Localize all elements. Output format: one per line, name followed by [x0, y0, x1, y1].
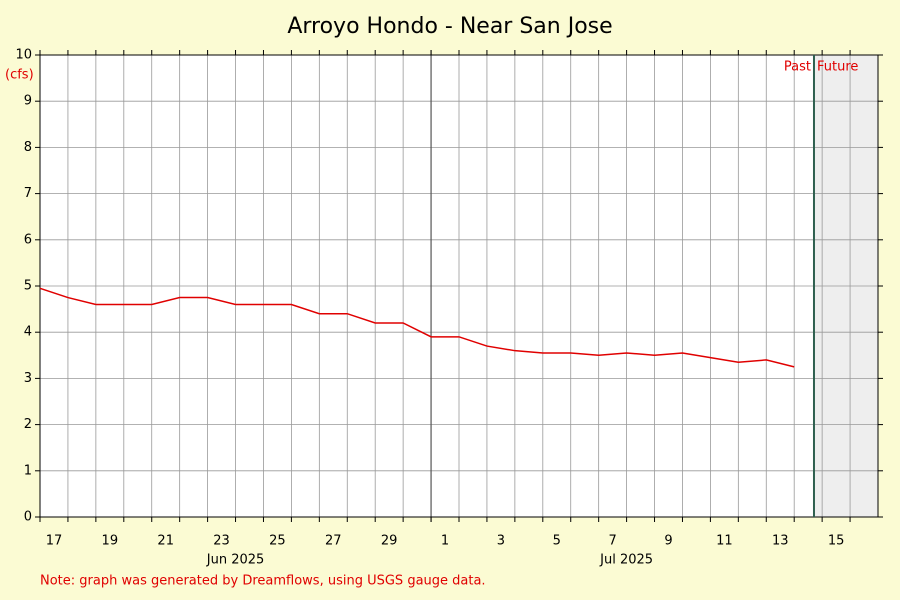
- data-line: [39, 287, 795, 368]
- x-tick-label: 17: [46, 534, 63, 549]
- y-tick-label: 9: [24, 94, 32, 109]
- x-tick-label: 3: [497, 534, 505, 549]
- note: Note: graph was generated by Dreamflows,…: [40, 574, 486, 589]
- y-tick-label: 7: [24, 186, 32, 201]
- x-tick-label: 11: [716, 534, 733, 549]
- x-tick-label: 5: [553, 534, 561, 549]
- month-label: Jul 2025: [599, 553, 653, 568]
- x-tick-label: 25: [269, 534, 286, 549]
- future-label: Future: [817, 60, 858, 75]
- past-label: Past: [784, 60, 811, 75]
- x-tick-label: 23: [213, 534, 230, 549]
- y-tick-label: 0: [24, 510, 32, 525]
- x-tick-label: 9: [664, 534, 672, 549]
- y-tick-label: 10: [15, 48, 32, 63]
- y-tick-label: 2: [24, 417, 32, 432]
- plot-border: [39, 54, 879, 518]
- x-tick-label: 27: [325, 534, 342, 549]
- y-tick-label: 1: [24, 463, 32, 478]
- x-tick-label: 21: [157, 534, 174, 549]
- y-axis-label: (cfs): [5, 68, 34, 83]
- y-tick-label: 5: [24, 279, 32, 294]
- y-tick-label: 8: [24, 140, 32, 155]
- x-tick-label: 7: [608, 534, 616, 549]
- chart-title: Arroyo Hondo - Near San Jose: [287, 14, 612, 39]
- y-tick-label: 4: [24, 325, 32, 340]
- x-tick-label: 29: [381, 534, 398, 549]
- x-tick-label: 13: [772, 534, 789, 549]
- month-label: Jun 2025: [206, 553, 265, 568]
- y-tick-label: 3: [24, 371, 32, 386]
- x-tick-label: 15: [828, 534, 845, 549]
- x-tick-label: 19: [102, 534, 119, 549]
- x-tick-label: 1: [441, 534, 449, 549]
- y-tick-label: 6: [24, 232, 32, 247]
